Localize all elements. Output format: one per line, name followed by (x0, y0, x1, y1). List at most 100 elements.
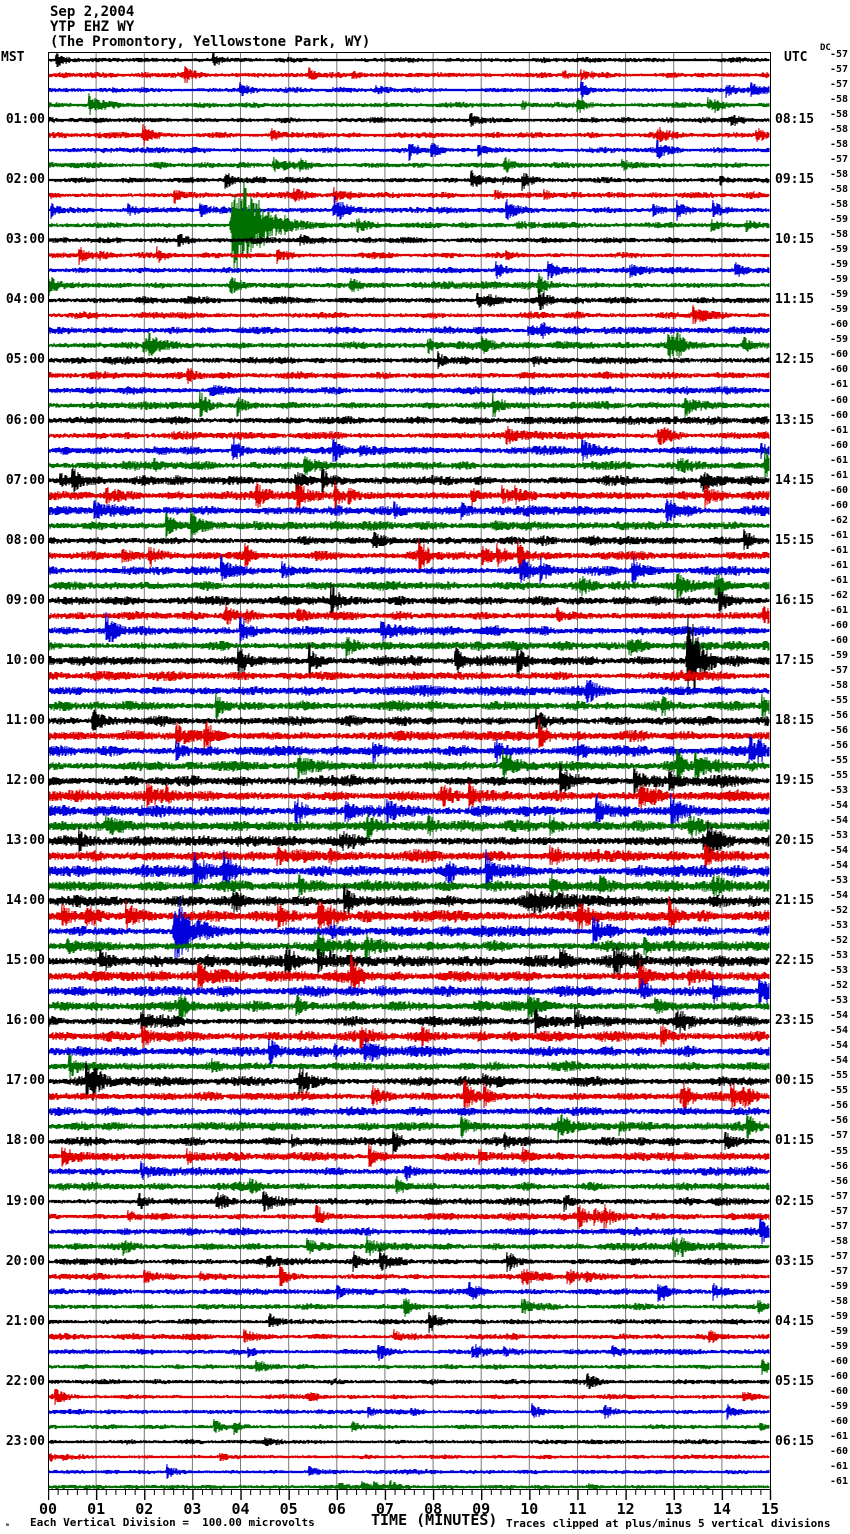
dc-offset-value: -60 (829, 484, 848, 496)
utc-label: 01:15 (775, 1133, 815, 1149)
seismogram-trace (48, 437, 770, 463)
seismogram-trace (48, 1264, 770, 1287)
dc-offset-value: -54 (829, 845, 848, 857)
dc-offset-value: -61 (829, 544, 848, 556)
x-tick-label: 07 (375, 1500, 394, 1518)
seismogram-trace (48, 1217, 770, 1245)
dc-offset-value: -58 (829, 94, 848, 106)
seismogram-trace (48, 538, 770, 572)
dc-offset-value: -61 (829, 604, 848, 616)
seismogram-trace (48, 734, 770, 766)
seismogram-trace (48, 895, 770, 935)
mst-label: 13:00 (5, 833, 45, 848)
seismogram-trace (48, 186, 770, 205)
utc-label: 21:15 (775, 893, 815, 909)
seismogram-trace (48, 819, 770, 862)
seismogram-trace (48, 1388, 770, 1406)
seismogram-trace (48, 425, 770, 446)
seismogram-trace (48, 1479, 770, 1490)
left-axis-header: MST (1, 50, 25, 65)
seismogram-trace (48, 1297, 770, 1318)
seismogram-trace (48, 930, 770, 962)
title-date: Sep 2,2004 (50, 4, 135, 20)
seismogram-trace (48, 1452, 770, 1463)
dc-offset-value: -56 (829, 1175, 848, 1187)
seismogram-trace (48, 480, 770, 512)
dc-offset-value: -56 (829, 739, 848, 751)
dc-offset-value: -58 (829, 199, 848, 211)
dc-offset-value: -57 (829, 64, 848, 75)
seismogram-trace (48, 884, 770, 917)
seismogram-trace (48, 952, 770, 994)
seismogram-plot (48, 52, 771, 1490)
seismogram-trace (48, 139, 770, 162)
seismogram-trace (48, 260, 770, 281)
dc-offset-value: -53 (829, 920, 848, 932)
seismogram-trace (48, 1024, 770, 1050)
seismogram-trace (48, 708, 770, 732)
mst-label: 01:00 (5, 112, 45, 128)
mst-label: 16:00 (5, 1013, 45, 1029)
seismogram-trace (48, 528, 770, 551)
dc-column-header: DC (820, 43, 831, 53)
utc-label: 23:15 (775, 1013, 815, 1029)
seismogram-trace (48, 1247, 770, 1273)
utc-label: 18:15 (775, 712, 815, 728)
seismogram-trace (48, 1203, 770, 1230)
dc-offset-value: -53 (829, 995, 848, 1007)
utc-label: 16:15 (775, 592, 815, 608)
dc-offset-value: -59 (829, 274, 848, 286)
dc-offset-value: -57 (829, 1265, 848, 1277)
dc-offset-value: -60 (829, 1445, 848, 1457)
seismogram-trace (48, 169, 770, 192)
dc-offset-value: -53 (829, 785, 848, 796)
seismogram-trace (48, 1343, 770, 1362)
dc-offset-value: -60 (829, 364, 848, 376)
mst-label: 04:00 (5, 292, 45, 308)
x-tick-label: 09 (472, 1500, 491, 1518)
dc-offset-value: -60 (829, 349, 848, 361)
seismogram-trace (48, 572, 770, 599)
mst-label: 06:00 (5, 412, 45, 428)
dc-offset-value: -60 (829, 394, 848, 406)
dc-offset-value: -61 (829, 379, 848, 391)
dc-offset-value: -61 (829, 1475, 848, 1487)
x-tick-label: 11 (568, 1500, 587, 1518)
x-axis-title: TIME (MINUTES) (371, 1511, 498, 1529)
dc-offset-value: -52 (829, 935, 848, 947)
seismogram-trace (48, 614, 770, 696)
dc-offset-value: -58 (829, 679, 848, 691)
dc-offset-value: -61 (829, 529, 848, 541)
x-tick-label: 10 (520, 1500, 539, 1518)
seismogram-trace (48, 123, 770, 147)
x-tick-label: 05 (279, 1500, 298, 1518)
dc-offset-value: -55 (829, 770, 848, 781)
dc-offset-value: -58 (829, 124, 848, 136)
dc-offset-value: -60 (829, 499, 848, 511)
dc-offset-value: -56 (829, 1115, 848, 1127)
seismogram-trace (48, 80, 770, 100)
dc-offset-value: -60 (829, 1355, 848, 1367)
mst-label: 17:00 (5, 1073, 45, 1089)
utc-label: 17:15 (775, 652, 815, 668)
mst-label: 19:00 (5, 1193, 45, 1209)
dc-offset-value: -59 (829, 304, 848, 316)
dc-offset-value: -59 (829, 214, 848, 226)
x-tick-label: 14 (712, 1500, 731, 1518)
mst-label: 07:00 (5, 472, 45, 488)
seismogram-trace (48, 611, 770, 645)
mst-label: 23:00 (5, 1433, 45, 1449)
dc-offset-value: -54 (829, 1025, 848, 1037)
seismogram-trace (48, 1105, 770, 1117)
seismogram-trace (48, 1037, 770, 1066)
utc-label: 15:15 (775, 532, 815, 548)
mst-label: 02:00 (5, 172, 45, 188)
dc-offset-value: -61 (829, 454, 848, 466)
seismogram-trace (48, 1311, 770, 1334)
x-tick-label: 08 (424, 1500, 443, 1518)
dc-offset-value: -59 (829, 1310, 848, 1322)
seismogram-trace (48, 1060, 770, 1102)
seismogram-trace (48, 977, 770, 1008)
dc-offset-value: -58 (829, 1295, 848, 1307)
seismogram-trace (48, 1436, 770, 1447)
